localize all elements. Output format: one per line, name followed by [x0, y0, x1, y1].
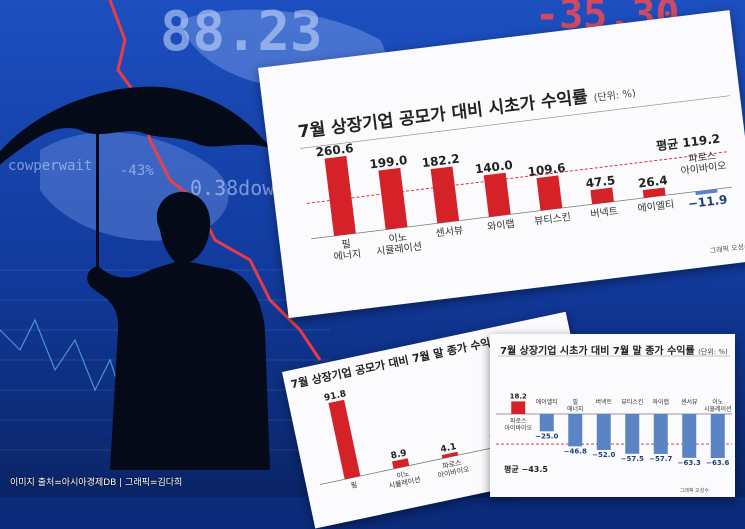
bg-text-3: 0.38down [190, 176, 287, 200]
chart3-title: 7월 상장기업 시초가 대비 7월 말 종가 수익률 (단위: %) [500, 342, 728, 357]
bar-value-label: −25.0 [535, 432, 558, 440]
bar-value-label: −52.0 [592, 451, 615, 459]
bar [378, 167, 408, 230]
category-label: 뷰티스킨 [534, 211, 572, 227]
category-label: 이노시뮬레이션 [386, 467, 421, 490]
bar [392, 458, 410, 469]
category-label: 파로스아이바이오 [679, 149, 727, 177]
average-label: 평균 −43.5 [504, 464, 548, 474]
bar [625, 414, 640, 454]
category-label: 필 [350, 480, 358, 490]
bar [682, 414, 697, 458]
category-label: 와이랩 [652, 398, 669, 406]
bar-value-label: −63.6 [706, 459, 729, 467]
bar-value-label: 4.1 [440, 442, 458, 455]
category-label: 센서뷰 [681, 398, 698, 406]
category-label: 센서뷰 [435, 224, 464, 239]
chart3-plot: 평균 −43.5 18.2 파로스 아이바이오−25.0 에이엘티 −46.8 필 에너지 −5… [496, 355, 732, 474]
bg-text-2: -43% [120, 163, 154, 179]
bar [328, 399, 361, 480]
bar [653, 414, 668, 454]
bar-value-label: 91.8 [323, 389, 347, 403]
bar [483, 172, 511, 217]
category-label: 뷰티스킨 [621, 398, 643, 406]
image-caption: 이미지 출처=아시아경제DB | 그래픽=김다희 [10, 478, 183, 488]
chart-card-1: 7월 상장기업 공모가 대비 시초가 수익률 (단위: %) 평균 119.2 2… [258, 10, 745, 319]
bar [590, 187, 614, 205]
average-label: 평균 119.2 [655, 132, 720, 154]
bar-value-label: −11.9 [687, 192, 728, 211]
chart-card-3: 7월 상장기업 시초가 대비 7월 말 종가 수익률 (단위: %) 평균 −4… [490, 334, 735, 497]
bar [430, 166, 460, 224]
category-label: 버넥트 [595, 398, 612, 406]
bar-value-label: 140.0 [474, 158, 513, 177]
bar [441, 451, 459, 459]
average-line [306, 151, 728, 204]
bar-value-label: −57.5 [621, 455, 644, 463]
bar [596, 414, 611, 450]
chart1-plot: 평균 119.2 260.6 필에너지 199.0 이노시뮬레이션 182.2 센서뷰 140… [300, 95, 733, 263]
bar-value-label: 199.0 [369, 153, 408, 172]
category-label: 와이랩 [487, 218, 516, 233]
chart3-unit: (단위: %) [698, 348, 728, 356]
bg-number-big: 88.23 [160, 0, 323, 63]
bar [536, 175, 563, 211]
chart-baseline [311, 186, 733, 240]
category-label: 이노시뮬레이션 [374, 229, 422, 257]
bar-value-label: 47.5 [585, 173, 616, 191]
bar-value-label: −57.7 [649, 455, 672, 463]
category-label: 에이엘티 [536, 398, 558, 406]
category-label: 버넥트 [590, 205, 619, 220]
category-label: 필에너지 [332, 237, 362, 263]
bar-value-label: 26.4 [637, 173, 668, 191]
category-label: 에이엘티 [637, 197, 675, 214]
chart3-title-text: 7월 상장기업 시초가 대비 7월 말 종가 수익률 [500, 346, 695, 357]
bar-value-label: 182.2 [421, 152, 460, 171]
bar [710, 414, 725, 458]
bar-value-label: 8.9 [390, 448, 408, 461]
chart3-credit: 그래픽 오성수 [679, 488, 709, 494]
bg-text-1: cowperwait [8, 158, 93, 174]
bar-value-label: 109.6 [527, 161, 566, 180]
bar-value-label: −46.8 [564, 447, 587, 455]
bar [642, 187, 666, 198]
bar [324, 155, 356, 236]
bar [568, 414, 583, 447]
bar-value-label: −63.3 [678, 459, 701, 467]
bar [695, 188, 718, 196]
bar [539, 414, 554, 432]
category-label: 파로스아이바이오 [435, 456, 471, 479]
bar-value-label: 260.6 [315, 141, 354, 160]
bar [511, 401, 526, 414]
chart-divider [300, 95, 730, 149]
bar-value-label: 18.2 [510, 392, 527, 400]
